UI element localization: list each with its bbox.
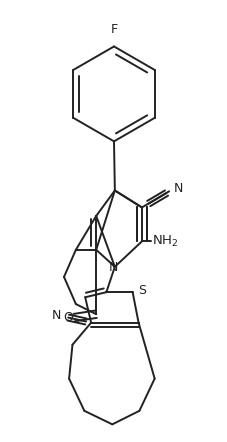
Text: NH$_2$: NH$_2$ bbox=[151, 234, 178, 249]
Text: N: N bbox=[108, 261, 117, 274]
Text: S: S bbox=[137, 284, 145, 297]
Text: N: N bbox=[52, 309, 61, 321]
Text: N: N bbox=[173, 182, 182, 195]
Text: O: O bbox=[63, 311, 73, 324]
Text: F: F bbox=[110, 23, 117, 36]
